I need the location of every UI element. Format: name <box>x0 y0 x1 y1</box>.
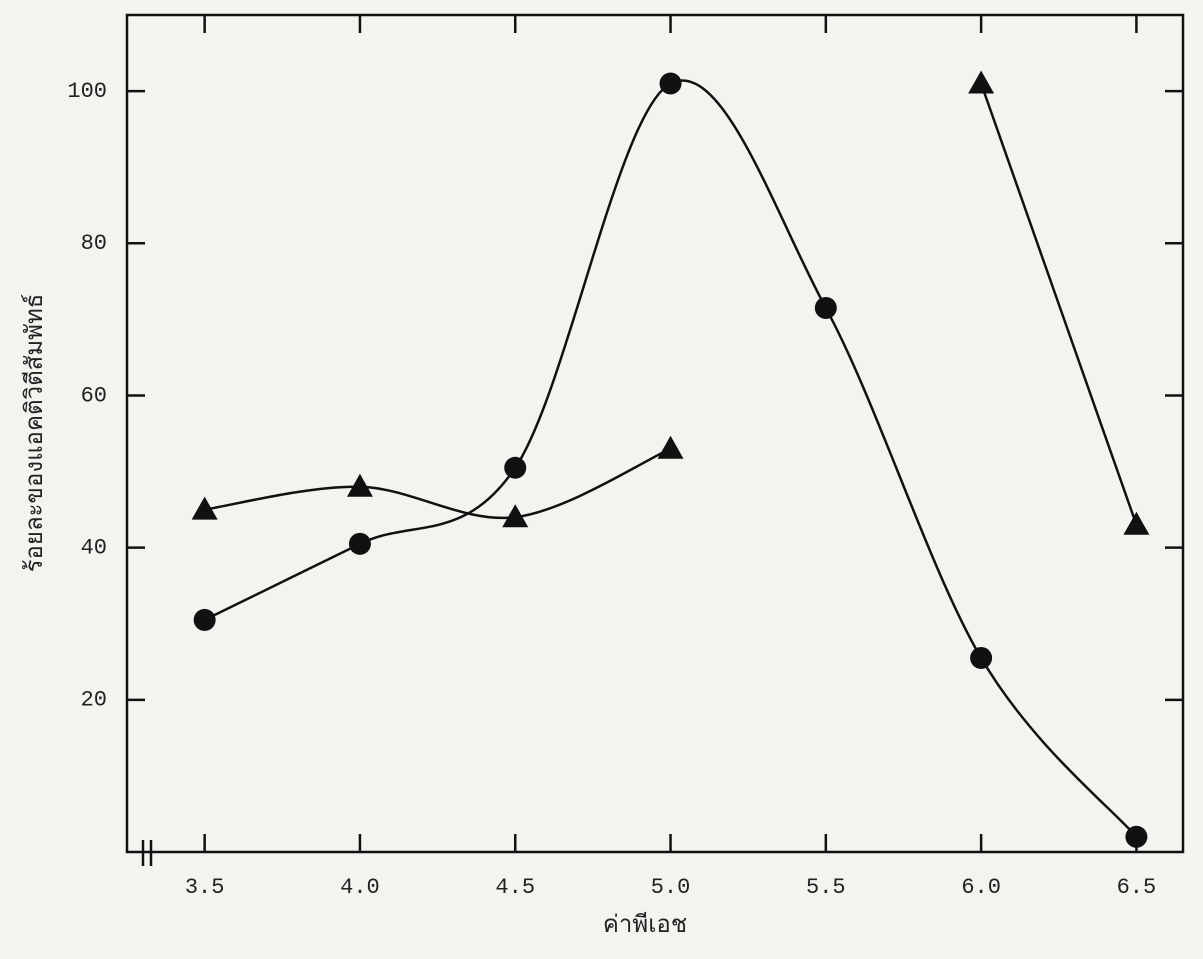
y-tick-label: 40 <box>81 535 107 560</box>
y-tick-label: 100 <box>67 79 107 104</box>
circle-marker <box>814 296 837 319</box>
circle-marker <box>970 646 993 669</box>
y-tick-label: 20 <box>81 688 107 713</box>
x-tick-label: 5.5 <box>806 875 846 900</box>
x-tick-label: 6.0 <box>961 875 1001 900</box>
circle-marker <box>348 532 371 555</box>
x-tick-label: 6.5 <box>1117 875 1157 900</box>
x-tick-label: 3.5 <box>185 875 225 900</box>
triangle-marker <box>502 504 529 528</box>
circle-marker <box>1125 825 1148 848</box>
triangle-marker <box>657 435 684 459</box>
y-tick-label: 60 <box>81 383 107 408</box>
circle-marker <box>504 456 527 479</box>
x-tick-label: 4.0 <box>340 875 380 900</box>
triangle-marker <box>968 70 995 94</box>
triangle-marker <box>346 473 373 497</box>
x-tick-label: 5.0 <box>651 875 691 900</box>
triangle-marker <box>191 496 218 520</box>
y-axis-label: ร้อยละของแอคติวิตีสัมพัทธ์ <box>20 294 48 573</box>
y-tick-label: 80 <box>81 231 107 256</box>
circle-marker <box>193 608 216 631</box>
triangle-marker <box>1123 511 1150 535</box>
plot-frame <box>125 13 1185 854</box>
x-axis-label: ค่าพีเอช <box>603 910 687 938</box>
series-line <box>204 447 672 520</box>
circle-marker <box>659 72 682 95</box>
x-tick-label: 4.5 <box>495 875 535 900</box>
series-line <box>979 83 1138 526</box>
